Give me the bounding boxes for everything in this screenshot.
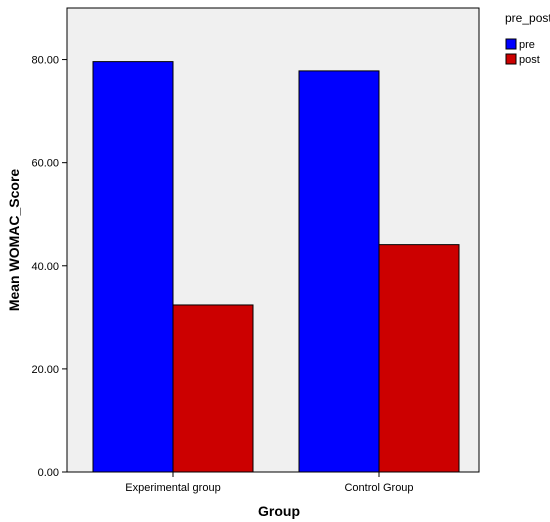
y-tick-label: 20.00	[31, 364, 59, 376]
bar-pre-control	[298, 70, 380, 473]
x-axis: Experimental group Control Group	[125, 472, 414, 494]
legend-swatch-post	[505, 53, 517, 65]
y-tick-label: 80.00	[31, 55, 59, 67]
bar-post-control	[378, 244, 460, 473]
y-tick-label: 0.00	[38, 467, 59, 479]
y-tick-label: 60.00	[31, 158, 59, 170]
legend-title: pre_post	[505, 11, 550, 25]
x-axis-title: Group	[258, 503, 300, 519]
legend-swatch-pre	[505, 38, 517, 50]
legend: pre_post pre post	[505, 11, 550, 66]
x-tick-label: Control Group	[344, 482, 413, 494]
y-tick-label: 40.00	[31, 261, 59, 273]
bars	[92, 61, 460, 473]
x-tick-label: Experimental group	[125, 482, 220, 494]
bar-pre-experimental	[92, 61, 174, 473]
legend-label-pre: pre	[519, 39, 535, 51]
y-axis-title: Mean WOMAC_Score	[6, 169, 22, 312]
y-axis: 0.00 20.00 40.00 60.00 80.00	[31, 55, 67, 479]
legend-label-post: post	[519, 54, 540, 66]
bar-post-experimental	[172, 304, 254, 473]
